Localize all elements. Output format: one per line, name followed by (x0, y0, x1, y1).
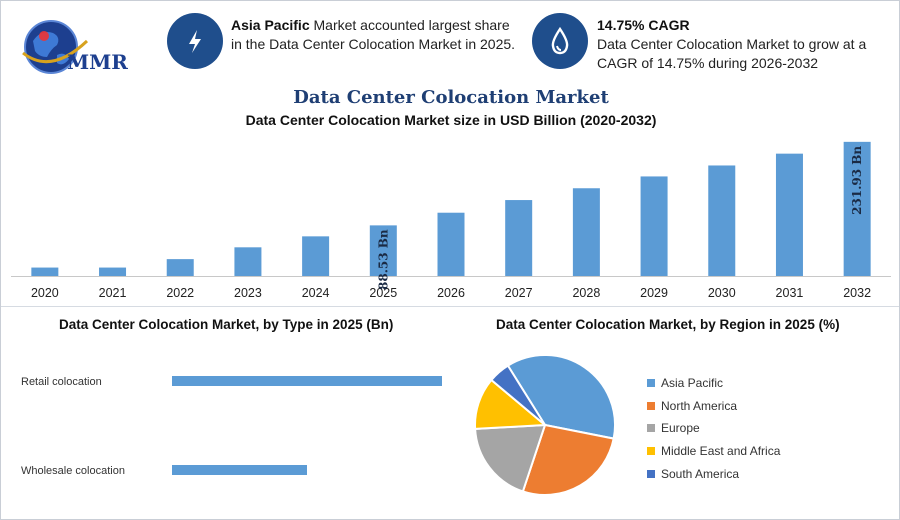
info-cagr-bold: 14.75% CAGR (597, 17, 690, 33)
bar-2032 (843, 141, 871, 276)
legend-label-2: Europe (661, 421, 700, 436)
pie-slice-2 (474, 423, 547, 493)
bar-2023 (234, 247, 262, 276)
legend-item-4: South America (647, 462, 780, 485)
data-label-2025: 88.53 Bn (376, 229, 390, 290)
drop-icon (532, 13, 588, 69)
x-tick-2030: 2030 (708, 286, 736, 300)
section-divider (1, 306, 899, 307)
legend-item-0: Asia Pacific (647, 372, 780, 395)
x-tick-2025: 2025 (369, 286, 397, 300)
legend-label-1: North America (661, 398, 738, 413)
legend-swatch-3 (647, 447, 655, 456)
pie-slice-0 (506, 354, 616, 440)
pie-slice-1 (521, 423, 615, 496)
mmr-logo: MMR (22, 20, 128, 74)
type-label-0: Retail colocation (21, 376, 102, 388)
x-tick-2023: 2023 (234, 286, 262, 300)
x-tick-2031: 2031 (776, 286, 804, 300)
x-tick-2029: 2029 (640, 286, 668, 300)
x-tick-2026: 2026 (437, 286, 465, 300)
bar-2030 (708, 165, 736, 276)
legend-item-2: Europe (647, 417, 780, 440)
logo-text: MMR (67, 50, 128, 74)
bar-2031 (775, 153, 803, 276)
page-title: Data Center Colocation Market (293, 87, 609, 108)
info-asia-pacific-text: Market accounted largest share in the Da… (231, 17, 516, 52)
bar-2022 (166, 259, 194, 276)
region-legend: Asia Pacific North America Europe Middle Ea… (647, 372, 780, 485)
x-tick-2032: 2032 (843, 286, 871, 300)
bar-2028 (572, 188, 600, 276)
bar-2025 (369, 225, 397, 276)
data-label-2032: 231.93 Bn (850, 146, 864, 215)
type-label-1: Wholesale colocation (21, 465, 125, 477)
legend-swatch-4 (647, 469, 655, 478)
info-asia-pacific: Asia Pacific Market accounted largest sh… (231, 16, 521, 54)
bar-2024 (302, 236, 330, 276)
x-tick-2022: 2022 (166, 286, 194, 300)
legend-label-4: South America (661, 466, 740, 481)
market-size-title: Data Center Colocation Market size in US… (245, 112, 657, 128)
legend-label-0: Asia Pacific (661, 376, 724, 391)
bar-2026 (437, 212, 465, 276)
type-bar-0 (172, 376, 442, 386)
bar-2027 (505, 200, 533, 276)
lightning-icon (167, 13, 223, 69)
legend-swatch-1 (647, 401, 655, 410)
legend-label-3: Middle East and Africa (661, 444, 781, 459)
x-tick-2024: 2024 (302, 286, 330, 300)
info-cagr: 14.75% CAGR Data Center Colocation Marke… (597, 16, 892, 73)
info-cagr-text: Data Center Colocation Market to grow at… (597, 36, 867, 71)
bar-2029 (640, 176, 668, 276)
region-chart-title: Data Center Colocation Market, by Region… (496, 317, 840, 332)
bar-2021 (99, 267, 127, 276)
x-tick-2020: 2020 (31, 286, 59, 300)
legend-swatch-2 (647, 424, 655, 433)
pie-slice-4 (489, 364, 546, 426)
bar-2020 (31, 267, 59, 276)
type-chart-title: Data Center Colocation Market, by Type i… (59, 317, 394, 332)
legend-item-3: Middle East and Africa (647, 440, 780, 463)
legend-item-1: North America (647, 395, 780, 418)
x-tick-2021: 2021 (99, 286, 127, 300)
x-tick-2027: 2027 (505, 286, 533, 300)
legend-swatch-0 (647, 379, 655, 388)
info-asia-pacific-bold: Asia Pacific (231, 17, 310, 33)
type-bar-1 (172, 465, 307, 475)
x-tick-2028: 2028 (572, 286, 600, 300)
